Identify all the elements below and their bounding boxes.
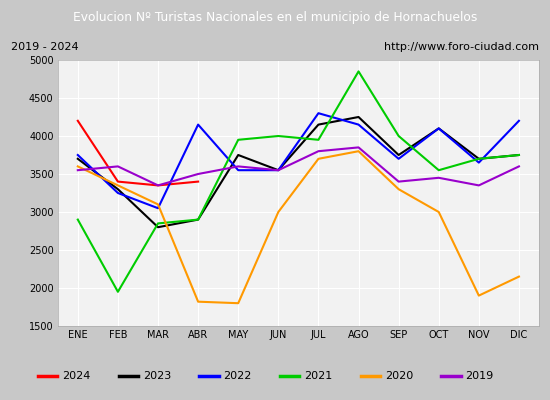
Text: 2019: 2019 bbox=[465, 371, 493, 381]
Text: 2019 - 2024: 2019 - 2024 bbox=[11, 42, 79, 52]
Text: 2023: 2023 bbox=[142, 371, 171, 381]
Text: 2021: 2021 bbox=[304, 371, 332, 381]
Text: http://www.foro-ciudad.com: http://www.foro-ciudad.com bbox=[384, 42, 539, 52]
Text: 2020: 2020 bbox=[384, 371, 413, 381]
Text: 2022: 2022 bbox=[223, 371, 252, 381]
Text: Evolucion Nº Turistas Nacionales en el municipio de Hornachuelos: Evolucion Nº Turistas Nacionales en el m… bbox=[73, 12, 477, 24]
Text: 2024: 2024 bbox=[62, 371, 90, 381]
